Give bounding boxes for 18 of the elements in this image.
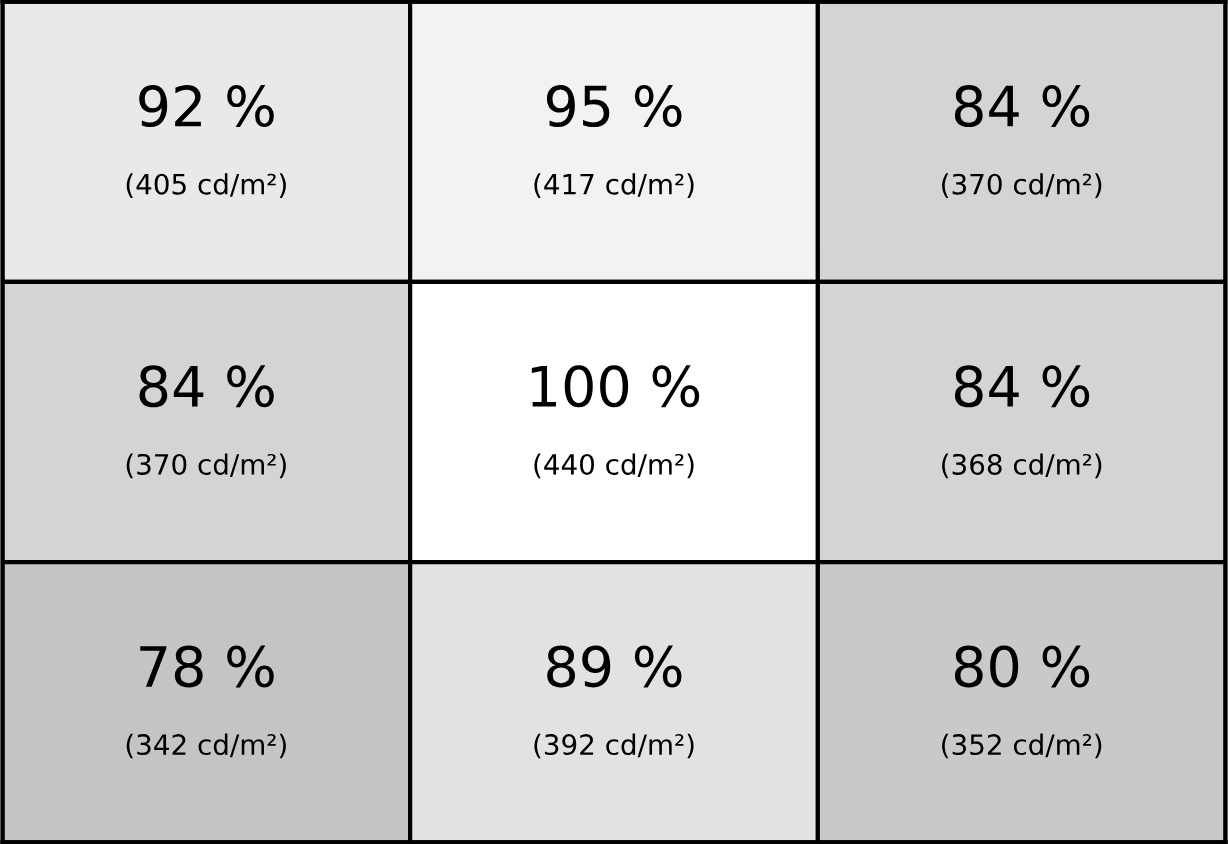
data-label: 80 % xyxy=(954,645,1090,688)
annotation: (342 cd/m²) xyxy=(126,733,286,759)
annotation: (352 cd/m²) xyxy=(942,733,1102,759)
annotation: (370 cd/m²) xyxy=(942,173,1102,198)
data-label: 78 % xyxy=(140,645,274,688)
data-label: 95 % xyxy=(546,85,682,128)
data-label: 84 % xyxy=(139,365,274,408)
annotation: (405 cd/m²) xyxy=(126,173,286,198)
annotation: (440 cd/m²) xyxy=(534,453,694,479)
data-label: 100 % xyxy=(531,365,700,408)
annotation: (368 cd/m²) xyxy=(942,453,1102,479)
data-label: 84 % xyxy=(954,365,1090,408)
data-label: 84 % xyxy=(954,85,1090,128)
annotation: (417 cd/m²) xyxy=(534,173,694,198)
annotation: (392 cd/m²) xyxy=(534,733,694,759)
data-label: 92 % xyxy=(139,85,274,128)
annotation: (370 cd/m²) xyxy=(126,453,286,479)
data-label: 89 % xyxy=(547,645,682,688)
